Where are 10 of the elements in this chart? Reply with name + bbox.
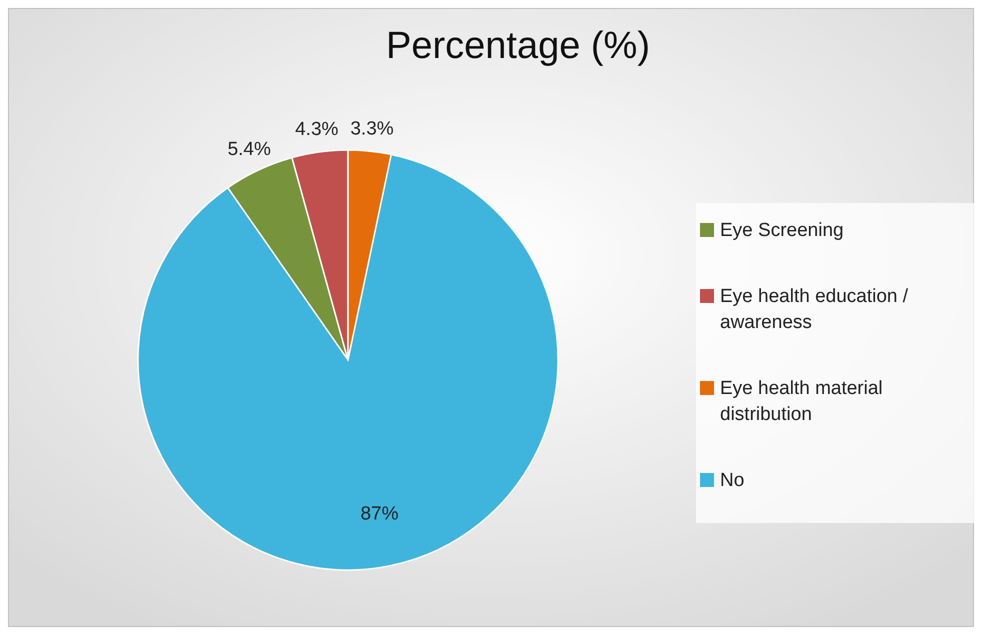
legend-label: Eye health material distribution xyxy=(720,378,883,426)
chart-title: Percentage (%) xyxy=(386,25,650,67)
slice-label: No xyxy=(720,470,744,492)
data-label: 3.3% xyxy=(350,118,394,140)
data-label: 5.4% xyxy=(228,139,271,160)
legend-label: Eye health education / awareness xyxy=(720,286,909,334)
pie-slice xyxy=(138,154,559,571)
data-label: 4.3% xyxy=(295,119,339,140)
data-label: 87% xyxy=(360,503,399,524)
legend-label: Eye Screening xyxy=(720,220,844,242)
